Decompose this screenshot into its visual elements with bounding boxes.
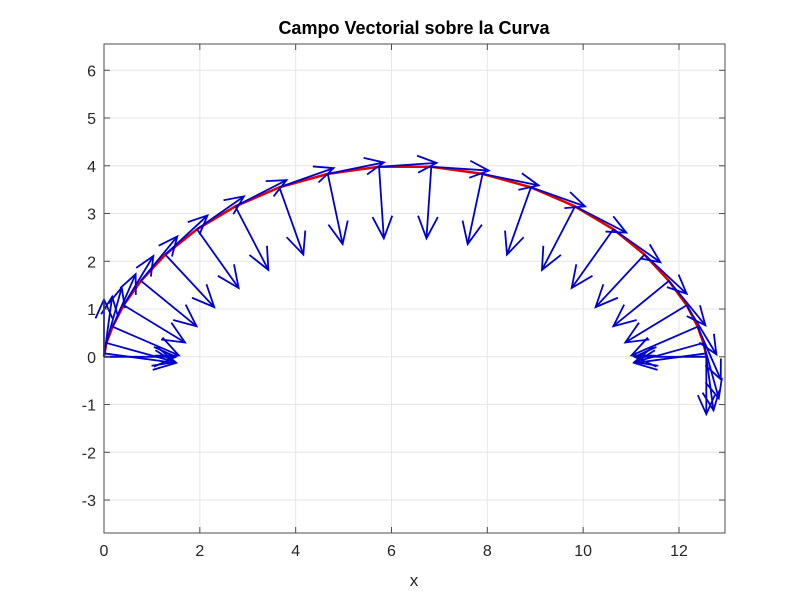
- arrow: [482, 172, 541, 191]
- arrow: [234, 179, 289, 208]
- y-tick-label: 5: [87, 111, 96, 128]
- tangent-arrows: [94, 154, 723, 417]
- x-tick-label: 10: [574, 543, 592, 560]
- y-tick-label: 0: [87, 350, 96, 367]
- arrow: [570, 228, 615, 290]
- x-tick-label: 12: [670, 543, 688, 560]
- y-tick-label: -3: [82, 493, 96, 510]
- vector-field-arrows: [104, 166, 707, 371]
- arrow: [164, 213, 210, 256]
- x-tick-label: 2: [195, 543, 204, 560]
- y-tick-label: 2: [87, 254, 96, 271]
- arrow: [140, 234, 179, 282]
- y-tick-label: 3: [87, 207, 96, 224]
- x-tick-label: 8: [483, 543, 492, 560]
- arrow: [461, 173, 484, 247]
- x-tick-label: 0: [100, 543, 109, 560]
- arrow: [668, 280, 707, 327]
- arrow: [196, 228, 240, 290]
- arrow: [643, 253, 689, 296]
- y-tick-label: 6: [87, 63, 96, 80]
- arrow: [431, 159, 491, 179]
- arrow: [611, 280, 670, 328]
- arrow: [279, 165, 336, 189]
- arrow: [234, 205, 270, 272]
- arrow: [378, 154, 439, 174]
- axes-box: [103, 43, 726, 534]
- arrow: [696, 356, 716, 417]
- arrow: [417, 166, 439, 241]
- arrow: [504, 186, 532, 257]
- arrow: [112, 325, 181, 357]
- y-axis-ticks: -3 -2 -1 0 1 2 3 4 5 6: [82, 63, 725, 510]
- arrow: [111, 272, 137, 328]
- arrow: [140, 280, 199, 328]
- x-tick-label: 6: [387, 543, 396, 560]
- arrow: [632, 346, 707, 368]
- arrow: [612, 228, 663, 264]
- x-axis-label: x: [409, 571, 419, 590]
- chart-title: Campo Vectorial sobre la Curva: [278, 18, 550, 38]
- arrow: [594, 253, 646, 309]
- y-tick-label: 1: [87, 302, 96, 319]
- arrow: [326, 173, 349, 247]
- arrow: [327, 157, 386, 176]
- y-tick-label: 4: [87, 159, 96, 176]
- arrow: [104, 349, 179, 371]
- arrow: [278, 186, 307, 257]
- x-tick-label: 4: [291, 543, 300, 560]
- y-tick-label: -1: [82, 398, 96, 415]
- arrow: [164, 253, 216, 309]
- arrow: [122, 254, 155, 306]
- arrow: [371, 166, 394, 241]
- arrow: [196, 195, 246, 231]
- arrow: [623, 304, 688, 344]
- arrow: [530, 186, 588, 209]
- arrow: [106, 342, 178, 367]
- arrow: [123, 304, 187, 344]
- arrow: [574, 205, 629, 234]
- y-tick-label: -2: [82, 445, 96, 462]
- arrow: [540, 205, 576, 272]
- x-axis-ticks: 0 2 4 6 8 10 12: [100, 44, 688, 560]
